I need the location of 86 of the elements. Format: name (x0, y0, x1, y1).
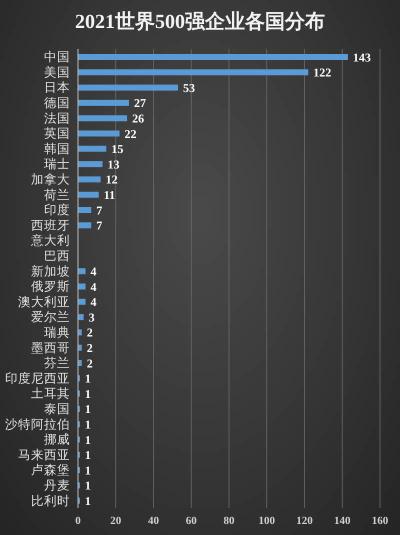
y-tick-label: 新加坡 (31, 264, 70, 278)
data-label: 2 (86, 340, 93, 355)
data-label: 1 (84, 372, 91, 386)
data-label: 1 (84, 386, 91, 401)
data-label: 1 (84, 402, 91, 416)
y-tick-label: 印度尼西亚 (5, 370, 70, 386)
y-tick-label: 芬兰 (44, 356, 70, 370)
data-label: 1 (84, 478, 91, 493)
data-label: 53 (183, 80, 196, 95)
data-label: 2 (86, 326, 93, 340)
data-label: 1 (84, 494, 91, 508)
y-tick-label: 丹麦 (44, 478, 70, 492)
bar (78, 146, 106, 152)
data-label: 1 (84, 417, 91, 432)
x-tick-label: 60 (186, 514, 198, 527)
data-label: 12 (106, 172, 118, 187)
bar (78, 284, 86, 290)
y-tick-label: 爱尔兰 (31, 310, 70, 324)
y-tick-label: 法国 (44, 111, 70, 126)
bar (78, 115, 128, 122)
y-tick-label: 韩国 (44, 142, 70, 156)
data-label: 122 (313, 66, 332, 80)
y-tick-label: 荷兰 (44, 188, 70, 202)
y-tick-label: 德国 (44, 96, 70, 110)
y-tick-label: 瑞士 (44, 157, 70, 172)
bar (78, 69, 308, 76)
x-tick-label: 120 (296, 514, 314, 527)
data-label: 1 (84, 463, 91, 478)
y-tick-label: 英国 (44, 126, 70, 141)
y-tick-label: 挪威 (44, 432, 70, 447)
x-tick-label: 40 (148, 514, 160, 527)
y-tick-label: 美国 (44, 64, 70, 80)
chart-title: 2021世界500强企业各国分布 (74, 10, 326, 35)
data-label: 15 (111, 142, 124, 156)
y-tick-label: 马来西亚 (18, 448, 70, 462)
data-label: 4 (90, 264, 97, 278)
bar (78, 54, 348, 60)
x-tick-label: 160 (372, 514, 389, 527)
bar (78, 298, 86, 305)
data-label: 2 (86, 356, 93, 370)
y-tick-label: 卢森堡 (31, 463, 70, 478)
bar (78, 84, 178, 91)
data-label: 3 (88, 310, 95, 324)
bar (78, 329, 82, 336)
data-label: 26 (132, 111, 144, 126)
y-tick-label: 澳大利亚 (18, 294, 70, 309)
data-label: 27 (134, 96, 146, 110)
y-tick-label: 土耳其 (31, 386, 70, 401)
bar (78, 100, 129, 106)
bar (78, 268, 86, 274)
y-tick-label: 瑞典 (44, 325, 70, 340)
bar (78, 360, 82, 366)
y-tick-label: 沙特阿拉伯 (5, 417, 70, 432)
x-tick-label: 0 (75, 514, 82, 527)
y-tick-label: 印度 (44, 202, 70, 218)
y-tick-label: 比利时 (31, 494, 70, 508)
data-label: 4 (90, 295, 97, 310)
bar (78, 192, 99, 198)
bar (78, 161, 103, 168)
y-tick-label: 泰国 (44, 402, 70, 416)
x-tick-label: 140 (334, 514, 351, 527)
y-tick-label: 日本 (44, 80, 70, 95)
y-tick-label: 中国 (44, 50, 70, 64)
data-label: 7 (96, 218, 102, 233)
bar (78, 207, 92, 213)
y-tick-label: 墨西哥 (31, 340, 70, 355)
bar (78, 222, 92, 228)
x-tick-label: 20 (110, 514, 122, 527)
y-tick-label: 西班牙 (31, 218, 70, 232)
data-label: 1 (84, 432, 91, 447)
data-label: 143 (352, 50, 371, 64)
y-tick-label: 加拿大 (31, 172, 70, 186)
x-tick-label: 100 (258, 514, 276, 527)
y-tick-label: 巴西 (44, 248, 70, 263)
x-tick-label: 80 (224, 514, 235, 527)
y-tick-label: 意大利 (30, 234, 70, 248)
data-label: 7 (96, 203, 102, 218)
bar (78, 344, 82, 351)
data-label: 4 (90, 280, 97, 294)
bar (78, 176, 101, 182)
data-label: 11 (104, 188, 116, 202)
data-label: 22 (124, 126, 137, 141)
bar (78, 130, 120, 136)
data-label: 1 (84, 448, 91, 462)
data-label: 13 (108, 157, 120, 172)
y-tick-label: 俄罗斯 (31, 280, 70, 294)
